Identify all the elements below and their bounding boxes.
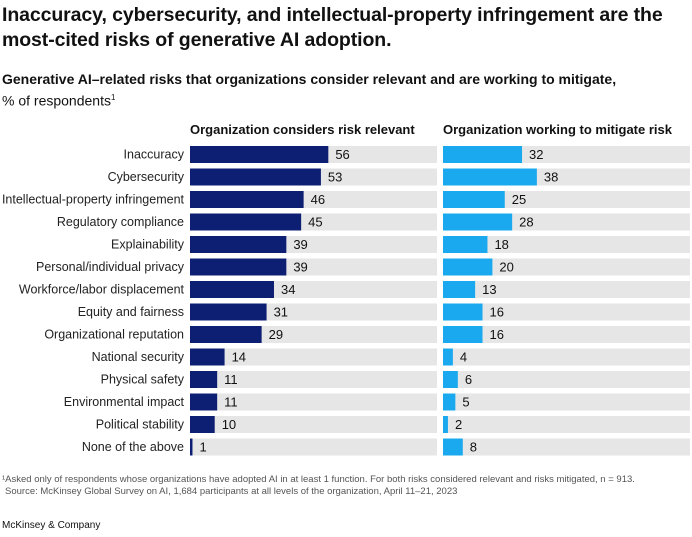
bar-relevant	[190, 303, 267, 321]
value-label-mitigate: 13	[482, 282, 496, 297]
bar-track-mitigate	[443, 416, 690, 433]
bar-track-relevant	[190, 416, 437, 433]
category-label: Explainability	[111, 238, 185, 252]
bar-relevant	[190, 281, 274, 298]
category-label: Regulatory compliance	[57, 215, 184, 229]
value-label-mitigate: 20	[499, 260, 513, 275]
value-label-relevant: 39	[293, 237, 307, 252]
bar-relevant	[190, 438, 193, 456]
bar-mitigate	[443, 438, 463, 456]
bar-track-relevant	[190, 348, 437, 366]
bar-relevant	[190, 326, 262, 343]
bar-mitigate	[443, 281, 476, 298]
bar-track-relevant	[190, 371, 437, 388]
value-label-relevant: 11	[224, 395, 238, 410]
source-text: Source: McKinsey Global Survey on AI, 1,…	[5, 486, 458, 497]
value-label-relevant: 11	[224, 372, 238, 387]
chart-subtitle: Generative AI–related risks that organiz…	[2, 71, 617, 87]
category-label: Equity and fairness	[78, 305, 184, 319]
value-label-relevant: 34	[281, 282, 295, 297]
category-label: Physical safety	[101, 373, 185, 387]
value-label-mitigate: 8	[470, 440, 477, 455]
value-label-mitigate: 16	[490, 327, 504, 342]
bar-mitigate	[443, 146, 523, 163]
bar-track-mitigate	[443, 393, 690, 411]
series-header-mitigate: Organization working to mitigate risk	[443, 122, 672, 137]
bar-relevant	[190, 416, 215, 433]
bar-track-mitigate	[443, 438, 690, 456]
bar-relevant	[190, 236, 287, 253]
bar-track-mitigate	[443, 236, 690, 253]
category-label: Environmental impact	[64, 395, 185, 409]
category-label: National security	[92, 350, 185, 364]
bar-relevant	[190, 393, 218, 411]
brand-name: McKinsey & Company	[2, 520, 101, 531]
value-label-relevant: 45	[308, 215, 322, 230]
bar-relevant	[190, 191, 304, 208]
bar-mitigate	[443, 236, 488, 253]
value-label-mitigate: 4	[460, 350, 467, 365]
bar-mitigate	[443, 371, 458, 388]
value-label-relevant: 46	[311, 192, 325, 207]
bar-relevant	[190, 213, 302, 231]
category-label: Intellectual-property infringement	[2, 193, 185, 207]
footnotes: ¹Asked only of respondents whose organiz…	[2, 474, 682, 498]
value-label-relevant: 56	[335, 147, 349, 162]
value-label-relevant: 14	[232, 350, 246, 365]
bar-track-mitigate	[443, 371, 690, 388]
value-label-mitigate: 16	[490, 305, 504, 320]
bar-track-mitigate	[443, 326, 690, 343]
bar-mitigate	[443, 348, 453, 366]
bar-relevant	[190, 371, 218, 388]
category-label: Personal/individual privacy	[36, 260, 185, 274]
value-label-mitigate: 28	[519, 215, 533, 230]
value-label-relevant: 1	[199, 440, 206, 455]
bar-track-relevant	[190, 438, 437, 456]
bar-mitigate	[443, 303, 483, 321]
footnote-text: ¹Asked only of respondents whose organiz…	[2, 474, 635, 485]
bar-relevant	[190, 258, 287, 276]
value-label-relevant: 10	[222, 417, 236, 432]
category-label: Workforce/labor displacement	[19, 283, 185, 297]
category-label: Organizational reputation	[44, 328, 184, 342]
bar-track-mitigate	[443, 258, 690, 276]
value-label-mitigate: 32	[529, 147, 543, 162]
value-label-relevant: 31	[274, 305, 288, 320]
value-label-mitigate: 2	[455, 417, 462, 432]
category-label: Cybersecurity	[108, 170, 185, 184]
bar-track-relevant	[190, 393, 437, 411]
category-label: Political stability	[96, 418, 185, 432]
value-label-mitigate: 25	[512, 192, 526, 207]
bar-track-mitigate	[443, 281, 690, 298]
bar-mitigate	[443, 213, 513, 231]
bar-mitigate	[443, 258, 493, 276]
bar-mitigate	[443, 168, 537, 186]
bar-mitigate	[443, 326, 483, 343]
footnote-mark: 1	[110, 93, 116, 102]
bar-mitigate	[443, 416, 448, 433]
bar-mitigate	[443, 191, 505, 208]
value-label-mitigate: 18	[494, 237, 508, 252]
category-label: None of the above	[82, 440, 184, 454]
unit-label-text: % of respondents	[2, 92, 111, 109]
value-label-relevant: 39	[293, 260, 307, 275]
bar-track-mitigate	[443, 348, 690, 366]
bar-relevant	[190, 168, 321, 186]
bar-relevant	[190, 348, 225, 366]
value-label-mitigate: 5	[462, 395, 469, 410]
value-label-relevant: 53	[328, 170, 342, 185]
bar-mitigate	[443, 393, 456, 411]
bar-track-mitigate	[443, 303, 690, 321]
value-label-mitigate: 6	[465, 372, 472, 387]
value-label-mitigate: 38	[544, 170, 558, 185]
chart-title: Inaccuracy, cybersecurity, and intellect…	[2, 4, 663, 51]
bar-relevant	[190, 146, 329, 163]
value-label-relevant: 29	[269, 327, 283, 342]
unit-label: % of respondents1	[2, 89, 115, 110]
category-label: Inaccuracy	[124, 148, 185, 162]
series-header-relevant: Organization considers risk relevant	[190, 122, 415, 137]
